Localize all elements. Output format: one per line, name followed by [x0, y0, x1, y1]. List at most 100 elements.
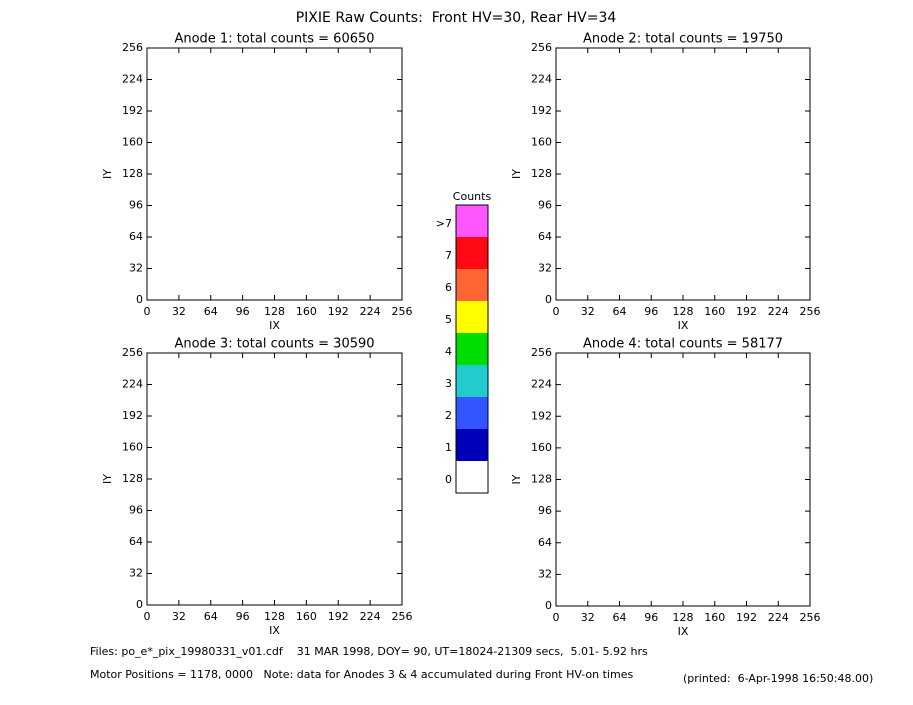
colorbar-label: >7	[436, 217, 452, 230]
y-tick-label: 192	[122, 409, 143, 422]
y-tick-label: 160	[122, 441, 143, 454]
y-tick-label: 128	[531, 473, 552, 486]
x-tick-label: 192	[328, 610, 349, 623]
x-tick-label: 128	[673, 305, 694, 318]
x-tick-label: 256	[392, 305, 413, 318]
x-tick-label: 96	[644, 611, 658, 624]
y-tick-label: 256	[531, 346, 552, 359]
x-axis-label: IX	[269, 624, 280, 637]
colorbar-frame	[455, 204, 489, 494]
x-tick-label: 64	[204, 305, 218, 318]
y-tick-label: 32	[538, 567, 552, 580]
colorbar-label: 2	[445, 409, 452, 422]
y-tick-label: 64	[538, 230, 552, 243]
y-tick-label: 32	[129, 262, 143, 275]
panel-title: Anode 3: total counts = 30590	[174, 337, 374, 352]
y-tick-label: 224	[122, 73, 143, 86]
x-tick-label: 96	[236, 305, 250, 318]
y-tick-label: 96	[538, 504, 552, 517]
y-tick-label: 256	[531, 41, 552, 54]
x-tick-label: 160	[704, 611, 725, 624]
y-tick-label: 96	[129, 504, 143, 517]
y-tick-label: 0	[545, 293, 552, 306]
y-tick-label: 96	[538, 199, 552, 212]
x-tick-label: 224	[768, 305, 789, 318]
x-tick-label: 160	[296, 610, 317, 623]
x-tick-label: 160	[704, 305, 725, 318]
x-axis-label: IX	[269, 319, 280, 332]
y-tick-label: 128	[122, 472, 143, 485]
x-tick-label: 256	[800, 305, 821, 318]
x-tick-label: 96	[644, 305, 658, 318]
x-tick-label: 256	[800, 611, 821, 624]
x-tick-label: 192	[328, 305, 349, 318]
y-tick-label: 64	[538, 536, 552, 549]
y-tick-label: 64	[129, 230, 143, 243]
plot-frame	[146, 47, 403, 301]
colorbar-swatch	[456, 365, 488, 397]
y-axis-label: IY	[101, 474, 114, 484]
panel-title: Anode 1: total counts = 60650	[174, 32, 374, 47]
x-tick-label: 192	[736, 611, 757, 624]
plot-frame	[555, 352, 811, 607]
x-tick-label: 32	[581, 305, 595, 318]
colorbar-label: 7	[445, 249, 452, 262]
colorbar-label: 0	[445, 473, 452, 486]
y-tick-label: 64	[129, 535, 143, 548]
x-tick-label: 32	[172, 305, 186, 318]
plot-frame	[555, 47, 811, 301]
y-tick-label: 0	[136, 598, 143, 611]
colorbar-label: 5	[445, 313, 452, 326]
x-tick-label: 128	[264, 305, 285, 318]
plot-frame	[146, 352, 403, 606]
colorbar-swatch	[456, 429, 488, 461]
y-tick-label: 192	[531, 104, 552, 117]
footer-printed: (printed: 6-Apr-1998 16:50:48.00)	[683, 672, 873, 685]
x-tick-label: 256	[392, 610, 413, 623]
y-tick-label: 256	[122, 41, 143, 54]
colorbar-swatch	[456, 301, 488, 333]
y-axis-label: IY	[510, 474, 523, 484]
x-tick-label: 96	[236, 610, 250, 623]
x-tick-label: 224	[360, 610, 381, 623]
y-tick-label: 32	[538, 262, 552, 275]
y-tick-label: 128	[122, 167, 143, 180]
x-tick-label: 0	[144, 610, 151, 623]
x-tick-label: 64	[613, 305, 627, 318]
footer-files: Files: po_e*_pix_19980331_v01.cdf 31 MAR…	[90, 645, 648, 658]
y-tick-label: 160	[531, 441, 552, 454]
y-tick-label: 0	[545, 599, 552, 612]
y-tick-label: 256	[122, 346, 143, 359]
x-tick-label: 0	[144, 305, 151, 318]
y-tick-label: 128	[531, 167, 552, 180]
y-tick-label: 96	[129, 199, 143, 212]
x-tick-label: 160	[296, 305, 317, 318]
x-tick-label: 192	[736, 305, 757, 318]
colorbar-label: 4	[445, 345, 452, 358]
colorbar-label: 1	[445, 441, 452, 454]
y-tick-label: 224	[531, 378, 552, 391]
x-tick-label: 128	[264, 610, 285, 623]
x-tick-label: 128	[673, 611, 694, 624]
colorbar-title: Counts	[453, 190, 492, 203]
y-tick-label: 160	[122, 136, 143, 149]
y-tick-label: 224	[531, 73, 552, 86]
y-tick-label: 192	[122, 104, 143, 117]
x-tick-label: 64	[613, 611, 627, 624]
colorbar-swatch	[456, 461, 488, 493]
y-axis-label: IY	[101, 169, 114, 179]
x-tick-label: 64	[204, 610, 218, 623]
colorbar-swatch	[456, 237, 488, 269]
y-tick-label: 160	[531, 136, 552, 149]
page-title: PIXIE Raw Counts: Front HV=30, Rear HV=3…	[296, 10, 617, 26]
x-tick-label: 32	[172, 610, 186, 623]
colorbar-swatch	[456, 205, 488, 237]
x-tick-label: 224	[768, 611, 789, 624]
colorbar-label: 3	[445, 377, 452, 390]
y-axis-label: IY	[510, 169, 523, 179]
y-tick-label: 32	[129, 567, 143, 580]
panel-title: Anode 4: total counts = 58177	[583, 337, 783, 352]
footer-motor: Motor Positions = 1178, 0000 Note: data …	[90, 668, 633, 681]
x-axis-label: IX	[678, 625, 689, 638]
colorbar-label: 6	[445, 281, 452, 294]
